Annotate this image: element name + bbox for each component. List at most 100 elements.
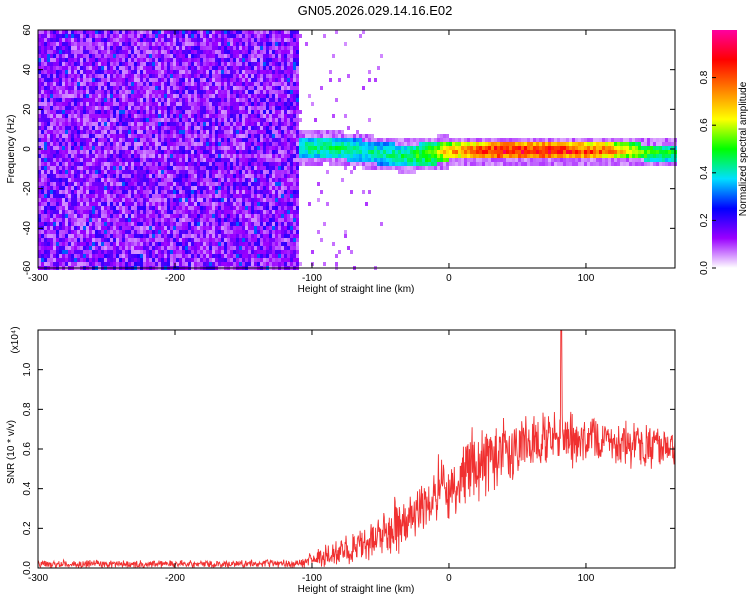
spectrogram-cell-2023 [137,202,140,206]
spectrogram-cell-4923 [284,42,287,46]
spectrogram-cell-409 [56,226,59,230]
spectrogram-cell-1928 [134,62,137,66]
spectrogram-cell-1604 [116,206,119,210]
spectrogram-cell-1558 [113,262,116,266]
spectrogram-cell-4808 [278,62,281,66]
spectrogram-cell-3693 [221,162,224,166]
spectrogram-cell-3910 [233,70,236,74]
spectrogram-cell-3510 [212,150,215,154]
spectrogram-cell-775 [74,250,77,254]
spectrogram-cell-1326 [104,54,107,58]
spectrogram-cell-4138 [242,262,245,266]
spectrogram-cell-2182 [146,118,149,122]
spectrogram-cell-666 [71,54,74,58]
spectrogram-cell-3546 [215,54,218,58]
spectrogram-cell-4873 [281,82,284,86]
spectrogram-cell-4341 [254,114,257,118]
spectrogram-cell-3644 [218,206,221,210]
spectrogram-cell-1230 [98,150,101,154]
spectrogram-cell-4242 [248,198,251,202]
spectrogram-cell-4638 [269,102,272,106]
spectrogram-cell-1093 [92,82,95,86]
spectrogram-cell-923 [83,122,86,126]
spectrogram-cell-1195 [95,250,98,254]
spectrogram-cell-1909 [131,226,134,230]
spectrogram-cell-2334 [152,246,155,250]
spectrogram-cell-633 [68,162,71,166]
spectrogram-cell-3706 [221,214,224,218]
spectrogram-cell-1670 [119,230,122,234]
spectrogram-cell-3473 [209,242,212,246]
spectrogram-cell-1785 [125,210,128,214]
spectrogram-cell-3384 [206,126,209,130]
spectrogram-cell-1667 [119,218,122,222]
spectrogram-cell-3196 [197,94,200,98]
spectrogram-cell-4134 [242,246,245,250]
spectrogram-cell-2946 [185,54,188,58]
spectrogram-cell-2948 [185,62,188,66]
spectrogram-cell-389 [56,146,59,150]
spectrogram-cell-3464 [209,206,212,210]
spectrogram-cell-4277 [251,98,254,102]
spectrogram-cell-1724 [122,206,125,210]
spectrogram-cell-1007 [86,218,89,222]
spectrogram-cell-1709 [122,146,125,150]
spectrogram-cell-3259 [200,106,203,110]
spectrogram-cell-3052 [188,238,191,242]
spectrogram-cell-4744 [275,46,278,50]
spectrogram-cell-1669 [119,226,122,230]
spectrogram-cell-1251 [98,234,101,238]
spectrogram-cell-3582 [215,198,218,202]
spectrogram-cell-1984 [137,46,140,50]
spectrogram-cell-2713 [173,82,176,86]
spectrogram-cell-1867 [131,58,134,62]
spectrogram-cell-4571 [266,74,269,78]
spectrogram-cell-2720 [173,110,176,114]
spectrogram-cell-2356 [155,94,158,98]
spectrogram-cell-2414 [158,86,161,90]
spectrogram-cell-4162 [245,118,248,122]
spectrogram-cell-4421 [257,194,260,198]
spectrogram-cell-2528 [164,62,167,66]
spectrogram-cell-12 [38,78,41,82]
spectrogram-cell-3434 [209,86,212,90]
spectrogram-cell-3243 [200,42,203,46]
spectrogram-cell-789 [77,66,80,70]
spectrogram-cell-4648 [269,142,272,146]
spectrogram-cell-2056 [140,94,143,98]
spectrogram-cell-3756 [224,174,227,178]
spectrogram-cell-3745 [224,130,227,134]
spectrogram-cell-1962 [134,198,137,202]
spectrogram-cell-3884 [230,206,233,210]
spectrogram-cell-2695 [170,250,173,254]
spectrogram-cell-2406 [158,54,161,58]
spectrogram-cell-3806 [227,134,230,138]
spectrogram-cell-3497 [212,98,215,102]
spectrogram-cell-2463 [161,42,164,46]
spectrogram-cell-2240 [149,110,152,114]
spectrogram-cell-39 [38,186,41,190]
spectrogram-cell-435 [59,90,62,94]
spectrogram-cell-1803 [128,42,131,46]
spectrogram-cell-3630 [218,150,221,154]
spectrogram-cell-3470 [209,230,212,234]
spectrogram-cell-3332 [203,158,206,162]
spectrogram-cell-4831 [278,154,281,158]
spectrogram-cell-873 [80,162,83,166]
spectrogram-cell-4140 [245,30,248,34]
spectrogram-cell-3724 [224,46,227,50]
spectrogram-cell-477 [59,258,62,262]
spectrogram-cell-2685 [170,210,173,214]
spectrogram-cell-1566 [116,54,119,58]
spectrogram-cell-3083 [191,122,194,126]
spectrogram-cell-2416 [158,94,161,98]
spectrogram-cell-4060 [239,190,242,194]
spectrogram-cell-3263 [200,122,203,126]
spectrogram-cell-1261 [101,34,104,38]
spectrogram-cell-1177 [95,178,98,182]
spectrogram-cell-2672 [170,158,173,162]
spectrogram-cell-526 [62,214,65,218]
spectrogram-cell-4054 [239,166,242,170]
spectrogram-cell-991 [86,154,89,158]
spectrogram-cell-3274 [200,166,203,170]
